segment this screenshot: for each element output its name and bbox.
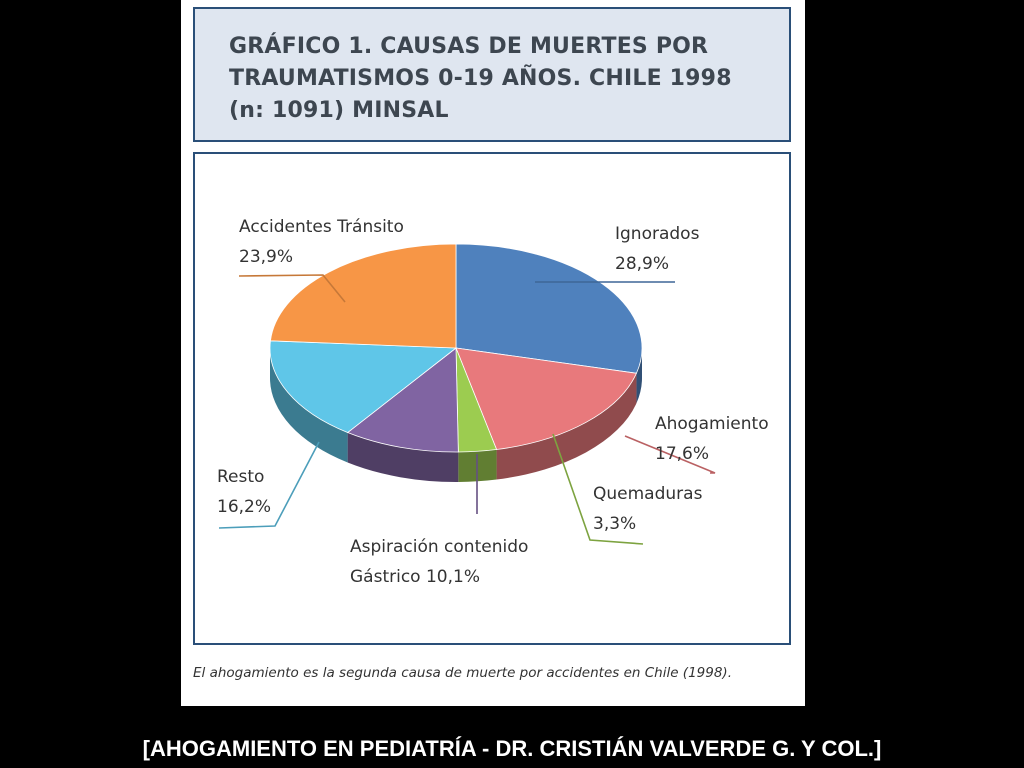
chart-area: Ignorados 28,9% Ahogamiento 17,6% Quemaduras… (193, 152, 791, 645)
pie-tops (269, 243, 643, 453)
slice-value-label-4: 16,2% (217, 497, 271, 517)
pie-slice-5 (269, 243, 457, 349)
pie-chart: Ignorados 28,9% Ahogamiento 17,6% Quemaduras… (217, 217, 769, 587)
pie-slice-4 (269, 340, 458, 433)
pie-side-3 (347, 432, 459, 482)
leader-line-5 (238, 274, 346, 303)
leader-line-2 (552, 433, 644, 545)
slice-value-label-1: 17,6% (655, 444, 709, 464)
slice-value-label-5: 23,9% (239, 247, 293, 267)
chart-title-line-1: GRÁFICO 1. CAUSAS DE MUERTES POR (229, 34, 709, 59)
slice-value-label-0: 28,9% (615, 254, 669, 274)
leader-line-4 (218, 441, 320, 529)
slice-label-3: Aspiración contenido (350, 537, 528, 557)
chart-title: GRÁFICO 1. CAUSAS DE MUERTES POR TRAUMAT… (229, 31, 732, 127)
pie-slice-3 (346, 347, 459, 453)
pie-slice-0 (455, 243, 643, 374)
chart-caption: El ahogamiento es la segunda causa de mu… (193, 665, 732, 681)
chart-title-box: GRÁFICO 1. CAUSAS DE MUERTES POR TRAUMAT… (193, 7, 791, 142)
leader-line-1 (624, 435, 716, 474)
slice-label-0: Ignorados (615, 224, 700, 244)
slide-footer: [AHOGAMIENTO EN PEDIATRÍA - DR. CRISTIÁN… (142, 736, 882, 761)
slice-label-1: Ahogamiento (655, 414, 769, 434)
pie-side-1 (496, 373, 637, 480)
pie-sides (270, 348, 642, 482)
slice-value-label-2: 3,3% (593, 514, 636, 534)
pie-slice-1 (455, 347, 638, 450)
pie-side-4 (270, 348, 348, 463)
slice-value-label-3: Gástrico 10,1% (350, 567, 480, 587)
chart-title-line-2: TRAUMATISMOS 0-19 AÑOS. CHILE 1998 (229, 66, 732, 91)
chart-card: GRÁFICO 1. CAUSAS DE MUERTES POR TRAUMAT… (181, 0, 805, 706)
pie-labels: Ignorados 28,9% Ahogamiento 17,6% Quemaduras… (217, 217, 769, 587)
chart-title-line-3: (n: 1091) MINSAL (229, 98, 449, 123)
slice-label-2: Quemaduras (593, 484, 703, 504)
slice-label-4: Resto (217, 467, 264, 487)
slice-label-5: Accidentes Tránsito (239, 217, 404, 237)
